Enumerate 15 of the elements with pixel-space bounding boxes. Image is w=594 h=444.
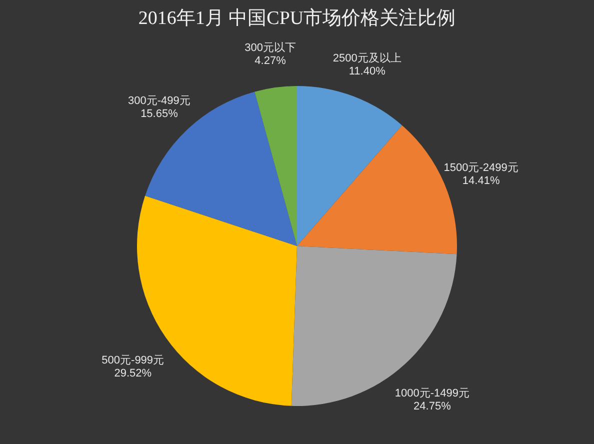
slice-label: 2500元及以上 (332, 52, 402, 65)
slice-label: 300元以下 (244, 40, 296, 54)
slice-label: 1500元-2499元 (444, 162, 518, 174)
data-label: 14.41% (462, 174, 500, 187)
slice-label: 1000元-1499元 (394, 387, 470, 400)
slice-label: 300元-499元 (128, 95, 190, 108)
pie-slice (297, 86, 402, 246)
data-label: 29.52% (114, 367, 152, 380)
pie-slice (254, 86, 297, 246)
data-label: 11.40% (348, 66, 386, 78)
slice-label: 500元-999元 (102, 354, 164, 366)
data-label: 4.27% (254, 54, 286, 67)
data-label: 15.65% (140, 108, 178, 120)
data-label: 24.75% (414, 400, 452, 412)
chart-title: 2016年1月 中国CPU市场价格关注比例 (138, 6, 456, 29)
